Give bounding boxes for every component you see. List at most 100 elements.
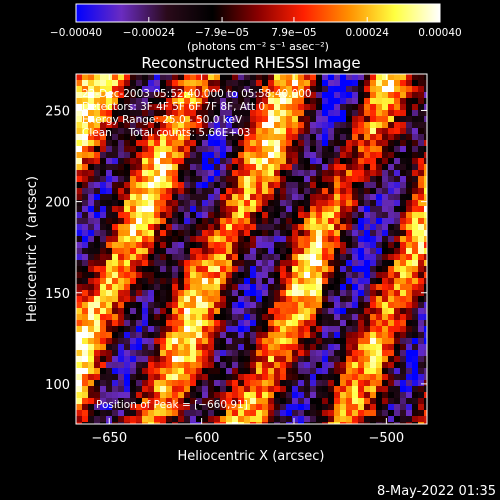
- heatmap-cell: [214, 152, 220, 158]
- heatmap-cell: [142, 332, 148, 338]
- heatmap-cell: [394, 296, 400, 302]
- heatmap-cell: [88, 194, 94, 200]
- heatmap-cell: [268, 284, 274, 290]
- heatmap-cell: [424, 392, 427, 398]
- heatmap-cell: [280, 182, 286, 188]
- heatmap-cell: [262, 248, 268, 254]
- heatmap-cell: [268, 422, 274, 424]
- peak-position-label: Position of Peak = [−660,91]: [96, 399, 248, 411]
- heatmap-cell: [124, 284, 130, 290]
- heatmap-cell: [208, 104, 214, 110]
- heatmap-cell: [298, 194, 304, 200]
- heatmap-cell: [298, 134, 304, 140]
- heatmap-cell: [124, 188, 130, 194]
- heatmap-cell: [76, 104, 82, 110]
- heatmap-cell: [286, 92, 292, 98]
- heatmap-cell: [400, 272, 406, 278]
- heatmap-cell: [394, 158, 400, 164]
- heatmap-cell: [106, 200, 112, 206]
- heatmap-cell: [172, 218, 178, 224]
- heatmap-cell: [286, 260, 292, 266]
- heatmap-cell: [298, 212, 304, 218]
- heatmap-cell: [76, 158, 82, 164]
- heatmap-cell: [124, 326, 130, 332]
- heatmap-cell: [256, 314, 262, 320]
- heatmap-cell: [190, 320, 196, 326]
- heatmap-cell: [340, 152, 346, 158]
- heatmap-cell: [244, 356, 250, 362]
- heatmap-cell: [388, 206, 394, 212]
- heatmap-cell: [406, 140, 412, 146]
- heatmap-cell: [376, 362, 382, 368]
- heatmap-cell: [346, 248, 352, 254]
- heatmap-cell: [232, 290, 238, 296]
- heatmap-cell: [136, 206, 142, 212]
- heatmap-cell: [100, 164, 106, 170]
- heatmap-cell: [76, 350, 82, 356]
- heatmap-cell: [94, 338, 100, 344]
- heatmap-cell: [292, 158, 298, 164]
- heatmap-cell: [376, 128, 382, 134]
- heatmap-cell: [268, 386, 274, 392]
- heatmap-cell: [112, 86, 118, 92]
- heatmap-cell: [100, 344, 106, 350]
- heatmap-cell: [112, 224, 118, 230]
- heatmap-cell: [130, 320, 136, 326]
- heatmap-cell: [340, 200, 346, 206]
- heatmap-cell: [370, 206, 376, 212]
- heatmap-cell: [334, 260, 340, 266]
- heatmap-cell: [124, 278, 130, 284]
- heatmap-cell: [160, 188, 166, 194]
- colorbar-tick-label: −0.00040: [50, 27, 102, 39]
- heatmap-cell: [118, 326, 124, 332]
- heatmap-cell: [376, 230, 382, 236]
- heatmap-cell: [382, 284, 388, 290]
- heatmap-cell: [412, 314, 418, 320]
- heatmap-cell: [238, 290, 244, 296]
- heatmap-cell: [214, 302, 220, 308]
- heatmap-cell: [232, 194, 238, 200]
- heatmap-cell: [226, 176, 232, 182]
- heatmap-cell: [304, 344, 310, 350]
- heatmap-cell: [400, 224, 406, 230]
- heatmap-cell: [142, 158, 148, 164]
- heatmap-cell: [130, 236, 136, 242]
- heatmap-cell: [328, 344, 334, 350]
- heatmap-cell: [250, 326, 256, 332]
- heatmap-cell: [280, 230, 286, 236]
- heatmap-cell: [106, 122, 112, 128]
- heatmap-cell: [388, 182, 394, 188]
- heatmap-cell: [280, 128, 286, 134]
- heatmap-cell: [274, 152, 280, 158]
- heatmap-cell: [124, 152, 130, 158]
- heatmap-cell: [148, 368, 154, 374]
- heatmap-cell: [352, 320, 358, 326]
- heatmap-cell: [418, 392, 424, 398]
- heatmap-cell: [184, 290, 190, 296]
- heatmap-cell: [328, 248, 334, 254]
- heatmap-cell: [100, 104, 106, 110]
- heatmap-cell: [148, 242, 154, 248]
- heatmap-cell: [226, 224, 232, 230]
- heatmap-cell: [256, 236, 262, 242]
- heatmap-cell: [370, 266, 376, 272]
- heatmap-cell: [244, 314, 250, 320]
- heatmap-cell: [298, 302, 304, 308]
- heatmap-cell: [172, 314, 178, 320]
- heatmap-cell: [190, 410, 196, 416]
- heatmap-cell: [118, 86, 124, 92]
- heatmap-cell: [94, 128, 100, 134]
- heatmap-cell: [220, 236, 226, 242]
- heatmap-cell: [424, 416, 427, 422]
- heatmap-cell: [172, 104, 178, 110]
- heatmap-cell: [118, 392, 124, 398]
- heatmap-cell: [166, 416, 172, 422]
- heatmap-cell: [118, 284, 124, 290]
- heatmap-cell: [250, 314, 256, 320]
- heatmap-cell: [94, 392, 100, 398]
- heatmap-cell: [190, 386, 196, 392]
- heatmap-cell: [172, 272, 178, 278]
- heatmap-cell: [412, 284, 418, 290]
- heatmap-cell: [190, 98, 196, 104]
- heatmap-cell: [328, 386, 334, 392]
